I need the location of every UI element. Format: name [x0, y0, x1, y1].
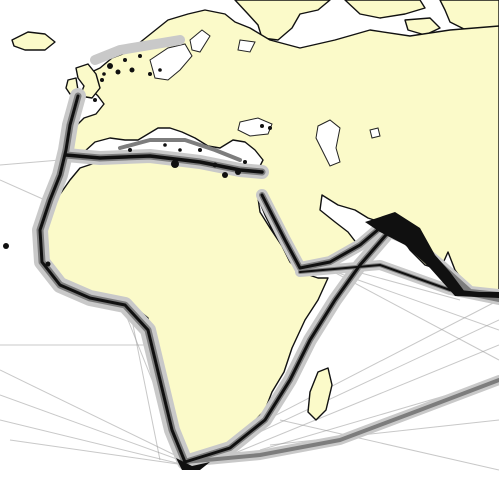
eurasia-africa-landmass	[39, 9, 499, 467]
cape-traffic	[176, 458, 210, 470]
madagascar-landmass	[307, 367, 333, 421]
arctic-island-landmass	[344, 0, 426, 19]
gulf-of-bothnia	[189, 29, 211, 53]
british-isles-landmass	[75, 63, 101, 99]
iceland-landmass	[11, 31, 56, 51]
arctic-island-landmass	[404, 17, 441, 36]
black-sea	[237, 117, 273, 137]
caspian-sea	[315, 119, 341, 167]
aral-sea	[369, 127, 381, 139]
traffic-clusters	[3, 54, 272, 267]
white-sea	[237, 39, 256, 53]
persian-gulf-traffic	[365, 212, 499, 298]
land-masses	[11, 0, 499, 467]
greenland-landmass	[234, 0, 331, 41]
shipping-routes	[32, 35, 499, 470]
